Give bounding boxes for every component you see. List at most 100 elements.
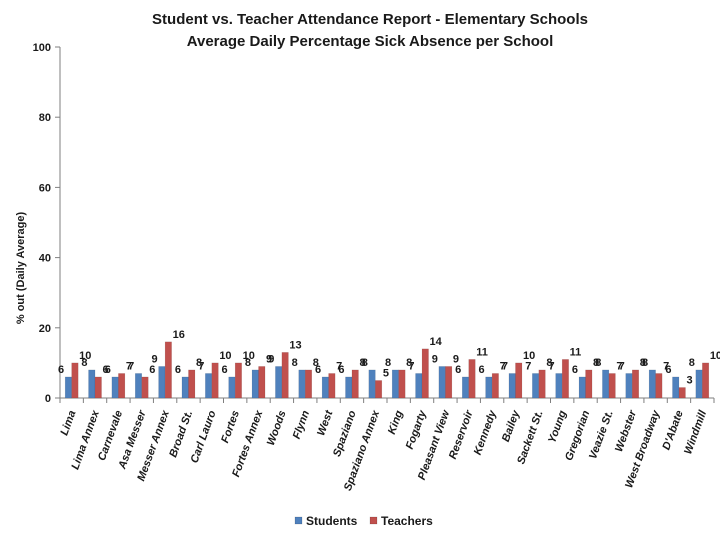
- x-tick-label: Fogarty: [404, 408, 429, 451]
- bar-students: [251, 369, 259, 399]
- bar-teachers: [234, 362, 242, 399]
- x-tick-label: King: [386, 409, 406, 436]
- data-label-teachers: 8: [196, 357, 202, 369]
- data-label-teachers: 13: [289, 339, 301, 351]
- x-tick-label: Flynn: [291, 409, 312, 441]
- data-label-students: 8: [642, 357, 648, 369]
- bar-teachers: [655, 373, 663, 399]
- data-label-students: 6: [338, 364, 344, 376]
- bar-students: [158, 366, 166, 399]
- y-tick-label: 0: [45, 393, 51, 405]
- bar-teachers: [445, 366, 453, 399]
- data-label-teachers: 8: [359, 357, 365, 369]
- data-label-students: 6: [455, 364, 461, 376]
- data-label-students: 7: [619, 360, 625, 372]
- y-axis-label: % out (Daily Average): [15, 212, 27, 325]
- bar-students: [672, 376, 680, 399]
- bar-teachers: [515, 362, 523, 399]
- bar-teachers: [538, 369, 546, 399]
- data-label-teachers: 7: [126, 360, 132, 372]
- y-tick-label: 40: [39, 253, 51, 265]
- data-label-students: 8: [245, 357, 251, 369]
- bar-teachers: [398, 369, 406, 399]
- bar-students: [205, 373, 213, 399]
- data-label-teachers: 8: [640, 357, 646, 369]
- x-tick-label: Webster: [613, 408, 639, 453]
- chart-subtitle: Average Daily Percentage Sick Absence pe…: [187, 33, 554, 50]
- data-label-teachers: 6: [103, 364, 109, 376]
- bar-students: [485, 376, 493, 399]
- bar-students: [532, 373, 540, 399]
- bar-students: [64, 376, 72, 399]
- legend-swatch-teachers: [369, 516, 378, 525]
- data-label-teachers: 14: [430, 336, 443, 348]
- data-label-teachers: 11: [570, 346, 582, 358]
- bar-students: [181, 376, 189, 399]
- bar-teachers: [468, 359, 476, 399]
- bar-teachers: [94, 376, 102, 399]
- chart-title: Student vs. Teacher Attendance Report - …: [152, 11, 588, 28]
- data-label-teachers: 8: [406, 357, 412, 369]
- data-label-teachers: 10: [79, 350, 91, 362]
- data-label-students: 9: [432, 353, 438, 365]
- data-label-students: 6: [572, 364, 578, 376]
- data-label-teachers: 8: [593, 357, 599, 369]
- data-label-teachers: 10: [219, 350, 231, 362]
- data-label-students: 8: [385, 357, 391, 369]
- bar-students: [508, 373, 516, 399]
- bar-teachers: [561, 359, 569, 399]
- bar-teachers: [118, 373, 126, 399]
- bar-teachers: [258, 366, 266, 399]
- bar-teachers: [281, 352, 289, 399]
- data-label-teachers: 5: [383, 367, 389, 379]
- data-label-teachers: 11: [476, 346, 488, 358]
- bar-students: [298, 369, 306, 399]
- data-label-students: 9: [151, 353, 157, 365]
- x-tick-label: Woods: [265, 409, 289, 447]
- bar-students: [555, 373, 563, 399]
- data-label-students: 8: [292, 357, 298, 369]
- x-tick-label: Windmill: [682, 408, 709, 456]
- data-label-teachers: 7: [500, 360, 506, 372]
- data-label-students: 7: [408, 360, 414, 372]
- data-label-teachers: 3: [686, 374, 692, 386]
- bar-students: [111, 376, 119, 399]
- x-tick-label: Bailey: [500, 408, 523, 443]
- data-label-teachers: 10: [243, 350, 255, 362]
- data-label-students: 7: [198, 360, 204, 372]
- data-label-students: 6: [478, 364, 484, 376]
- bar-students: [321, 376, 329, 399]
- legend-label-students: Students: [306, 514, 358, 528]
- data-label-students: 6: [665, 364, 671, 376]
- bar-teachers: [678, 387, 686, 399]
- bar-teachers: [585, 369, 593, 399]
- bar-students: [228, 376, 236, 399]
- bar-students: [391, 369, 399, 399]
- bar-students: [648, 369, 656, 399]
- bar-teachers: [305, 369, 312, 399]
- data-label-students: 6: [175, 364, 181, 376]
- bar-teachers: [491, 373, 499, 399]
- data-label-students: 6: [105, 364, 111, 376]
- bar-students: [135, 373, 142, 399]
- bar-students: [415, 373, 423, 399]
- data-label-students: 7: [525, 360, 531, 372]
- data-label-teachers: 7: [336, 360, 342, 372]
- bar-students: [88, 369, 96, 399]
- data-label-students: 8: [81, 357, 87, 369]
- data-label-teachers: 10: [523, 350, 535, 362]
- x-tick-label: Young: [546, 409, 569, 445]
- data-label-students: 6: [315, 364, 321, 376]
- data-label-teachers: 8: [313, 357, 319, 369]
- data-label-students: 9: [268, 353, 274, 365]
- legend-swatch-students: [294, 516, 303, 525]
- bar-students: [578, 376, 586, 399]
- bar-teachers: [328, 373, 336, 399]
- bar-teachers: [141, 376, 149, 399]
- bar-teachers: [421, 348, 429, 399]
- y-tick-label: 20: [39, 323, 51, 335]
- data-label-teachers: 8: [546, 357, 552, 369]
